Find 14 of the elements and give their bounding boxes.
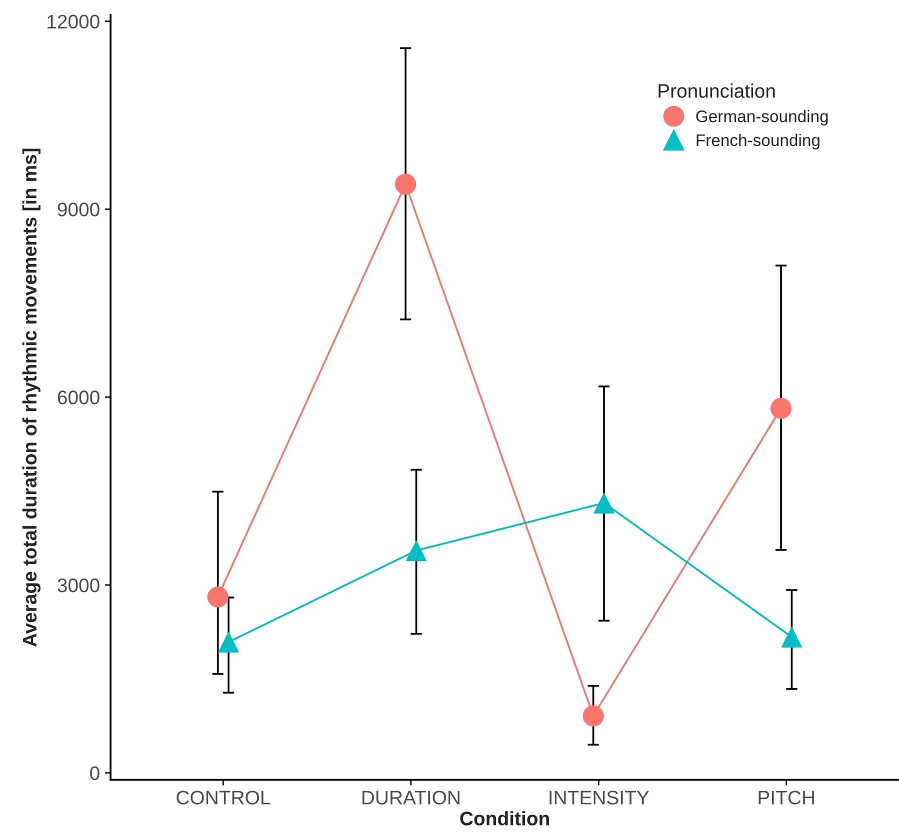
x-tick-label: CONTROL <box>176 790 270 804</box>
x-tick-label: PITCH <box>758 790 814 804</box>
y-tick-label: 3000 <box>58 578 100 592</box>
x-axis-title: Condition <box>460 811 549 826</box>
y-tick-label: 0 <box>90 766 100 780</box>
legend-title: Pronunciation <box>658 84 775 98</box>
legend-label: German-sounding <box>696 110 828 126</box>
y-axis-title: Average total duration of rhythmic movements [in ms] <box>22 148 41 647</box>
x-tick-label: INTENSITY <box>550 790 649 804</box>
y-tick-label: 12000 <box>48 14 100 29</box>
x-tick-label: DURATION <box>362 790 460 804</box>
y-tick-label: 9000 <box>58 202 100 216</box>
y-tick-label: 6000 <box>58 390 100 404</box>
legend-label: French-sounding <box>696 134 820 150</box>
